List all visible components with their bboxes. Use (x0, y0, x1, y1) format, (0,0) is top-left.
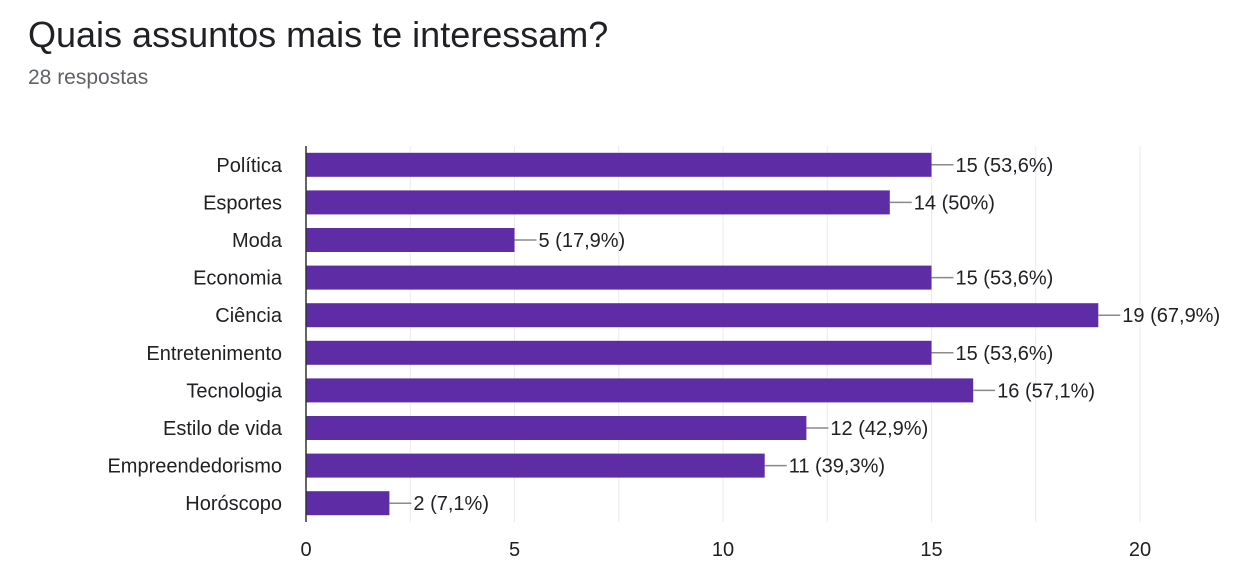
bar (306, 378, 974, 403)
data-label: 15 (53,6%) (956, 155, 1054, 177)
data-label: 15 (53,6%) (956, 343, 1054, 365)
x-tick-label: 20 (1129, 539, 1151, 561)
category-label: Estilo de vida (163, 418, 283, 440)
category-label: Economia (193, 268, 283, 290)
data-label: 16 (57,1%) (997, 380, 1095, 402)
x-tick-label: 10 (712, 539, 734, 561)
bars (306, 152, 1099, 516)
data-label: 14 (50%) (914, 192, 995, 214)
x-tick-label: 0 (300, 539, 311, 561)
data-label: 11 (39,3%) (789, 456, 885, 478)
category-label: Ciência (215, 305, 283, 327)
bar (306, 340, 932, 365)
x-tick-label: 5 (509, 539, 520, 561)
category-label: Moda (232, 230, 283, 252)
data-label: 12 (42,9%) (830, 418, 928, 440)
bar (306, 453, 765, 478)
category-label: Tecnologia (186, 380, 283, 402)
category-label: Entretenimento (146, 343, 282, 365)
category-label: Empreendedorismo (107, 456, 282, 478)
bar (306, 303, 1099, 328)
data-label: 5 (17,9%) (539, 230, 626, 252)
chart-title: Quais assuntos mais te interessam? (28, 14, 609, 55)
bar (306, 416, 807, 440)
bar (306, 491, 390, 516)
bar (306, 190, 890, 215)
response-count: 28 respostas (28, 66, 149, 89)
data-label: 2 (7,1%) (413, 493, 489, 515)
category-label: Horóscopo (185, 493, 282, 515)
bar (306, 152, 932, 177)
x-tick-label: 15 (920, 539, 942, 561)
data-label: 19 (67,9%) (1122, 305, 1220, 327)
data-label: 15 (53,6%) (956, 268, 1054, 290)
bar (306, 228, 515, 252)
category-label: Política (216, 155, 282, 177)
bar (306, 265, 932, 290)
labels: 0 5 10 15 20 Política 15 (53,6%) Esportes 14 (50… (107, 155, 1220, 561)
category-label: Esportes (203, 192, 282, 214)
